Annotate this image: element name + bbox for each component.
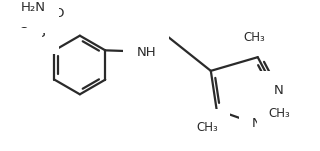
- Text: S: S: [36, 26, 45, 40]
- Text: H₂N: H₂N: [20, 1, 45, 14]
- Text: NH: NH: [137, 46, 156, 59]
- Text: CH₃: CH₃: [243, 31, 265, 44]
- Text: N: N: [273, 84, 283, 97]
- Text: O: O: [53, 7, 64, 20]
- Text: CH₃: CH₃: [268, 107, 290, 120]
- Text: N: N: [252, 117, 262, 130]
- Text: CH₃: CH₃: [196, 121, 218, 134]
- Text: O: O: [18, 18, 28, 31]
